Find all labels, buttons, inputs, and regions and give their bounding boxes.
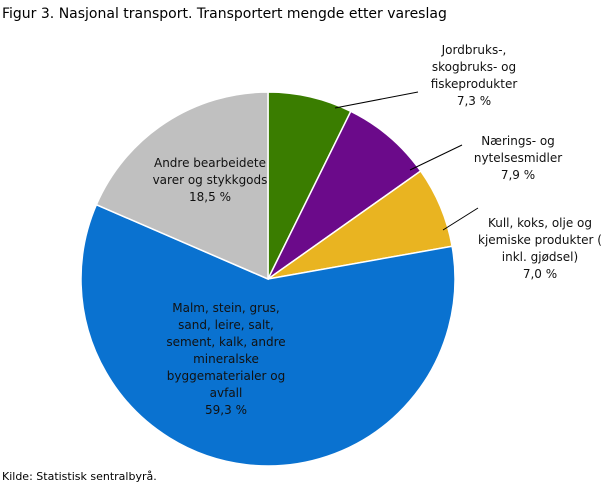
value-label: 7,3 %	[456, 94, 492, 108]
chart-title: Figur 3. Nasjonal transport. Transporter…	[2, 6, 447, 22]
leader-line	[334, 91, 419, 109]
pie-slice	[80, 203, 456, 467]
slice-label: Jordbruks-, skogbruks- og fiskeprodukter…	[409, 42, 539, 110]
slice-label: Nærings- og nytelsesmidler 7,9 %	[453, 133, 583, 184]
leader-line	[442, 207, 479, 231]
category-label: Nærings- og nytelsesmidler	[473, 134, 563, 165]
slice-label: Kull, koks, olje og kjemiske produkter (…	[475, 215, 605, 283]
category-label: Malm, stein, grus, sand, leire, salt, se…	[166, 301, 286, 400]
pie-slice	[267, 110, 422, 280]
category-label: Kull, koks, olje og kjemiske produkter (…	[478, 216, 602, 264]
value-label: 7,0 %	[522, 267, 558, 281]
value-label: 7,9 %	[500, 168, 536, 182]
pie-slice	[95, 91, 269, 281]
category-label: Andre bearbeidete varer og stykkgods	[152, 156, 268, 187]
value-label: 59,3 %	[205, 403, 247, 417]
slice-label: Malm, stein, grus, sand, leire, salt, se…	[161, 300, 291, 419]
source: Kilde: Statistisk sentralbyrå.	[2, 470, 157, 483]
slice-label: Andre bearbeidete varer og stykkgods 18,5…	[150, 155, 270, 206]
category-label: Jordbruks-, skogbruks- og fiskeprodukter	[430, 43, 518, 91]
value-label: 18,5 %	[189, 190, 231, 204]
leader-line	[409, 144, 463, 171]
